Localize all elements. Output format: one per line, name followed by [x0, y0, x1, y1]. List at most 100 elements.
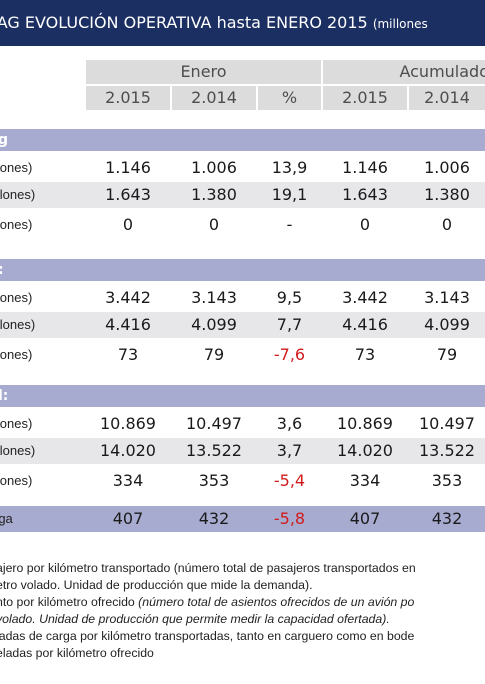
footnotes: ajero por kilómetro transportado (número…	[0, 560, 485, 662]
title-bar: IAG EVOLUCIÓN OPERATIVA hasta ENERO 2015…	[0, 0, 485, 46]
title-units: (millones	[372, 17, 428, 31]
table-row: llones) 10.869 10.497 3,6 10.869 10.497	[0, 411, 485, 437]
value-cell: 432	[198, 509, 230, 528]
value-cell: 0	[359, 215, 371, 234]
percent-cell: -	[286, 215, 293, 234]
row-label-text: llones)	[0, 473, 33, 488]
header-group-enero-label: Enero	[180, 62, 227, 81]
table-row: llones) 334 353 -5,4 334 353	[0, 468, 485, 494]
value-cell: 1.643	[342, 185, 388, 204]
value-cell: 10.497	[186, 414, 242, 433]
row-label-text: llones)	[0, 347, 33, 362]
row-label-text: llones)	[0, 416, 33, 431]
row-label-text: rga	[0, 511, 13, 526]
row-label: llones)	[0, 285, 76, 311]
footnote-italic-text: (número total de asientos ofrecidos de u…	[138, 595, 415, 609]
section-label: g	[0, 132, 9, 148]
table-row: llones) 0 0 - 0 0	[0, 212, 485, 238]
value-cell: 13.522	[186, 441, 242, 460]
header-group-acumulado-label: Acumulado	[399, 62, 485, 81]
row-label: llones)	[0, 468, 76, 494]
value-cell: 353	[431, 471, 463, 490]
percent-cell: 7,7	[276, 315, 303, 334]
column-header: %	[258, 86, 321, 110]
percent-cell: -5,4	[273, 471, 306, 490]
value-cell: 73	[354, 345, 376, 364]
footnote-line: volado. Unidad de producción que permite…	[0, 611, 481, 628]
value-cell: 1.006	[191, 158, 237, 177]
footnote-text: ajero por kilómetro transportado (número…	[0, 561, 416, 575]
percent-cell: -7,6	[273, 345, 306, 364]
value-cell: 14.020	[337, 441, 393, 460]
value-cell: 432	[431, 509, 463, 528]
section-label: l:	[0, 388, 9, 404]
column-header: 2.015	[323, 86, 407, 110]
value-cell: 79	[203, 345, 225, 364]
table-row: llones) 1.146 1.006 13,9 1.146 1.006	[0, 155, 485, 181]
value-cell: 4.099	[424, 315, 470, 334]
footnote-line: ajero por kilómetro transportado (número…	[0, 560, 481, 577]
value-cell: 1.146	[105, 158, 151, 177]
row-label-text: illones)	[0, 187, 36, 202]
value-cell: 79	[436, 345, 458, 364]
percent-cell: 3,7	[276, 441, 303, 460]
percent-cell: 3,6	[276, 414, 303, 433]
header-group-enero: Enero	[86, 60, 321, 84]
footnote-text: ladas de carga por kilómetro transportad…	[0, 629, 415, 643]
value-cell: 0	[208, 215, 220, 234]
table-row: illones) 4.416 4.099 7,7 4.416 4.099	[0, 312, 485, 338]
value-cell: 10.497	[419, 414, 475, 433]
percent-cell: 19,1	[271, 185, 308, 204]
footnote-italic-text: volado. Unidad de producción que permite…	[0, 612, 390, 626]
row-label: llones)	[0, 155, 76, 181]
value-cell: 14.020	[100, 441, 156, 460]
value-cell: 13.522	[419, 441, 475, 460]
page-title: IAG EVOLUCIÓN OPERATIVA hasta ENERO 2015…	[0, 0, 428, 46]
percent-cell: -5,8	[273, 509, 306, 528]
section-label: :	[0, 262, 4, 278]
table-row: rga 407 432 -5,8 407 432	[0, 506, 485, 532]
value-cell: 353	[198, 471, 230, 490]
value-cell: 1.146	[342, 158, 388, 177]
table-row: illones) 1.643 1.380 19,1 1.643 1.380	[0, 182, 485, 208]
row-label-text: illones)	[0, 443, 36, 458]
value-cell: 10.869	[337, 414, 393, 433]
column-header: 2.015	[86, 86, 170, 110]
value-cell: 4.099	[191, 315, 237, 334]
section-header: g	[0, 129, 485, 151]
header-group-acumulado: Acumulado	[323, 60, 485, 84]
title-main: IAG EVOLUCIÓN OPERATIVA hasta ENERO 2015	[0, 13, 368, 32]
table-row: llones) 3.442 3.143 9,5 3.442 3.143	[0, 285, 485, 311]
value-cell: 3.143	[424, 288, 470, 307]
value-cell: 407	[349, 509, 381, 528]
row-label: rga	[0, 506, 76, 532]
value-cell: 0	[441, 215, 453, 234]
row-label-text: llones)	[0, 217, 33, 232]
value-cell: 1.006	[424, 158, 470, 177]
row-label: illones)	[0, 438, 76, 464]
section-header: l:	[0, 385, 485, 407]
footnote-text: eladas por kilómetro ofrecido	[0, 646, 154, 660]
value-cell: 73	[117, 345, 139, 364]
row-label: llones)	[0, 342, 76, 368]
percent-cell: 13,9	[271, 158, 308, 177]
column-header: 2.014	[409, 86, 485, 110]
row-label-text: llones)	[0, 160, 33, 175]
row-label: llones)	[0, 411, 76, 437]
value-cell: 407	[112, 509, 144, 528]
table-row: illones) 14.020 13.522 3,7 14.020 13.522	[0, 438, 485, 464]
section-header: :	[0, 259, 485, 281]
value-cell: 4.416	[342, 315, 388, 334]
value-cell: 4.416	[105, 315, 151, 334]
row-label: illones)	[0, 182, 76, 208]
footnote-line: nto por kilómetro ofrecido (número total…	[0, 594, 481, 611]
row-label: llones)	[0, 212, 76, 238]
footnote-line: eladas por kilómetro ofrecido	[0, 645, 481, 662]
row-label-text: llones)	[0, 290, 33, 305]
value-cell: 3.143	[191, 288, 237, 307]
value-cell: 10.869	[100, 414, 156, 433]
value-cell: 1.380	[191, 185, 237, 204]
footnote-line: ladas de carga por kilómetro transportad…	[0, 628, 481, 645]
value-cell: 334	[112, 471, 144, 490]
footnote-line: etro volado. Unidad de producción que mi…	[0, 577, 481, 594]
